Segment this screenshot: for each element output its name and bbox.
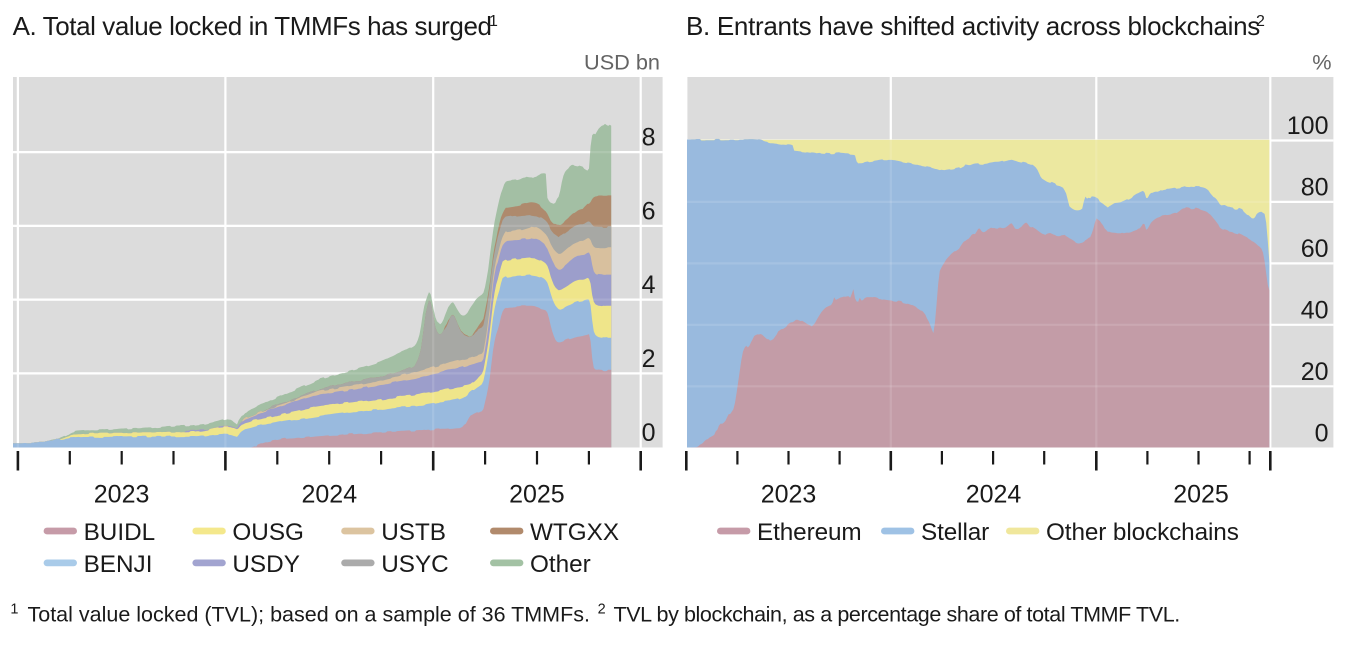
svg-text:40: 40	[1301, 296, 1329, 324]
svg-text:Total value locked (TVL); base: Total value locked (TVL); based on a sam…	[28, 603, 590, 627]
svg-text:2023: 2023	[94, 481, 150, 509]
svg-text:%: %	[1312, 50, 1331, 75]
svg-text:2024: 2024	[966, 481, 1022, 509]
svg-text:USDY: USDY	[232, 551, 300, 578]
svg-text:1: 1	[489, 13, 498, 30]
svg-text:Ethereum: Ethereum	[757, 519, 862, 546]
svg-text:Other blockchains: Other blockchains	[1046, 519, 1239, 546]
svg-text:2: 2	[642, 345, 656, 373]
svg-text:USD bn: USD bn	[584, 50, 660, 75]
svg-text:6: 6	[642, 197, 656, 225]
svg-text:2: 2	[1256, 13, 1265, 30]
svg-text:2023: 2023	[761, 481, 817, 509]
svg-text:USYC: USYC	[381, 551, 449, 578]
svg-text:8: 8	[642, 124, 656, 152]
svg-text:OUSG: OUSG	[232, 519, 304, 546]
svg-text:USTB: USTB	[381, 519, 446, 546]
svg-text:Stellar: Stellar	[921, 519, 989, 546]
svg-text:TVL by blockchain, as a percen: TVL by blockchain, as a percentage share…	[614, 603, 1180, 627]
svg-text:BUIDL: BUIDL	[84, 519, 156, 546]
svg-text:0: 0	[1315, 419, 1329, 447]
svg-text:BENJI: BENJI	[84, 551, 153, 578]
svg-text:B. Entrants have shifted activ: B. Entrants have shifted activity across…	[686, 11, 1260, 41]
svg-text:80: 80	[1301, 174, 1329, 202]
svg-text:WTGXX: WTGXX	[530, 519, 619, 546]
svg-text:20: 20	[1301, 358, 1329, 386]
svg-text:2025: 2025	[509, 481, 565, 509]
svg-text:1: 1	[10, 602, 18, 618]
svg-text:Other: Other	[530, 551, 591, 578]
svg-text:100: 100	[1287, 112, 1329, 140]
svg-text:2: 2	[598, 602, 606, 618]
svg-text:4: 4	[642, 271, 656, 299]
svg-text:2025: 2025	[1173, 481, 1229, 509]
svg-text:A. Total value locked in TMMFs: A. Total value locked in TMMFs has surge…	[13, 11, 492, 41]
svg-text:2024: 2024	[301, 481, 357, 509]
svg-text:0: 0	[642, 419, 656, 447]
svg-text:60: 60	[1301, 235, 1329, 263]
